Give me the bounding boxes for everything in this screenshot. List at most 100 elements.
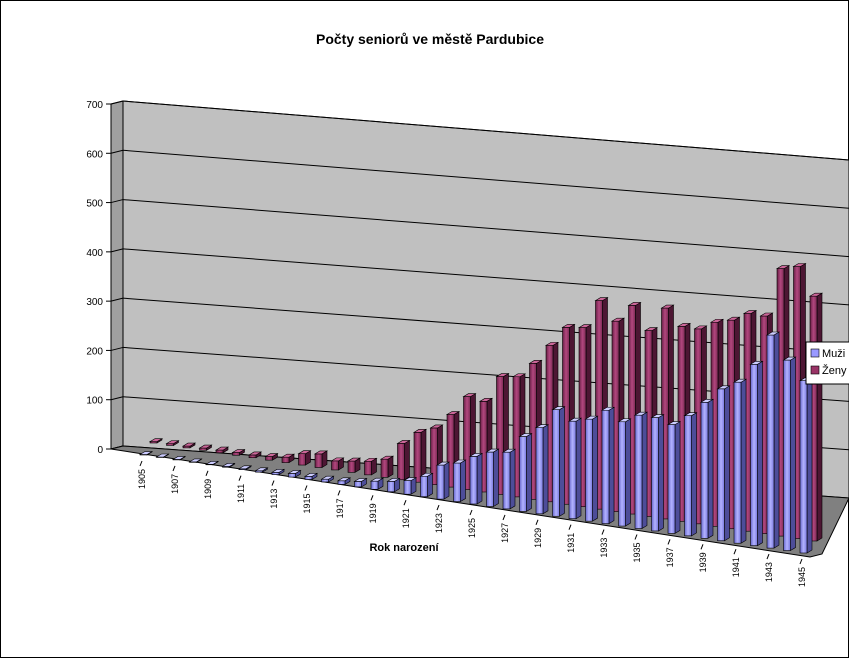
bar-zeny-1920-top: [396, 440, 411, 444]
bar-zeny-1933-top: [610, 317, 626, 322]
bar-muzi-1934-top: [617, 418, 632, 423]
bar-muzi-1933-side: [608, 406, 615, 525]
bar-muzi-1923-top: [435, 461, 451, 466]
bar-muzi-1942-side: [757, 360, 763, 547]
bar-zeny-1920-front: [397, 443, 405, 481]
x-tick-label: 1931: [566, 533, 576, 553]
bar-zeny-1912-top: [264, 453, 279, 457]
bar-muzi-1918-top: [353, 478, 368, 482]
bar-muzi-1912: [254, 467, 269, 473]
bar-zeny-1908-front: [199, 447, 207, 451]
bar-muzi-1928-top: [518, 433, 533, 437]
bar-zeny-1914-front: [298, 453, 306, 466]
x-tick-label: 1943: [764, 562, 774, 582]
bar-muzi-1934-front: [618, 421, 626, 527]
bar-muzi-1925: [468, 452, 484, 505]
x-tick-label: 1923: [434, 513, 444, 533]
y-tick-label: 300: [86, 297, 103, 308]
bar-muzi-1914-top: [287, 470, 302, 474]
bar-zeny-1911-top: [247, 451, 263, 456]
bar-muzi-1915-front: [304, 476, 313, 480]
x-tick-label: 1937: [665, 547, 675, 567]
bar-muzi-1926-front: [486, 451, 494, 507]
bar-muzi-1935-side: [641, 411, 648, 530]
bar-muzi-1942: [749, 360, 764, 547]
bar-muzi-1939-front: [700, 401, 709, 539]
bar-muzi-1917-front: [337, 480, 346, 485]
bar-zeny-1909-top: [214, 446, 230, 451]
bar-muzi-1913: [270, 468, 286, 476]
bar-muzi-1938-top: [683, 412, 698, 416]
side-gridline: [110, 199, 124, 204]
bar-zeny-1932-top: [594, 297, 609, 301]
x-tick-label: 1929: [533, 528, 543, 548]
bar-zeny-1918-front: [364, 460, 372, 476]
bar-zeny-1921-top: [412, 429, 428, 433]
bar-muzi-1940: [716, 385, 731, 542]
bar-zeny-1913-top: [280, 453, 296, 458]
bar-zeny-1908-top: [198, 444, 213, 449]
bar-muzi-1944-side: [790, 356, 796, 552]
y-axis: 0 100 200 300 400 500 600 700: [86, 100, 111, 456]
side-gridline: [110, 297, 124, 302]
bar-muzi-1923-front: [436, 464, 445, 500]
bar-zeny-1919-front: [380, 458, 389, 478]
bar-zeny-1914: [297, 450, 312, 466]
bar-muzi-1929-front: [535, 427, 544, 515]
bar-zeny-1910: [231, 448, 246, 456]
x-tick-label: 1907: [170, 474, 180, 494]
bar-muzi-1916: [320, 475, 335, 483]
x-tick-label: 1913: [269, 489, 279, 509]
x-tick-mark: [337, 490, 341, 496]
y-tick-label: 100: [86, 396, 103, 407]
x-tick-label: 1925: [467, 518, 477, 538]
bar-zeny-1905-top: [148, 438, 164, 442]
bar-muzi-1926: [485, 448, 500, 507]
bar-zeny-1917: [346, 457, 362, 473]
bar-muzi-1928: [518, 433, 533, 512]
bar-muzi-1913-top: [270, 469, 286, 473]
bar-muzi-1919-front: [370, 480, 379, 490]
bar-zeny-1919: [379, 455, 395, 478]
bar-muzi-1918: [353, 477, 368, 488]
bar-muzi-1931-front: [568, 420, 577, 520]
bar-muzi-1930-front: [552, 409, 560, 517]
bar-muzi-1941-top: [732, 378, 748, 383]
bar-muzi-1911: [237, 465, 253, 471]
bar-muzi-1914-front: [288, 473, 296, 478]
bar-zeny-1921-front: [413, 432, 422, 483]
bar-zeny-1940-top: [726, 316, 741, 321]
bar-muzi-1927: [501, 448, 517, 510]
bar-muzi-1915-top: [303, 473, 319, 477]
bar-muzi-1942-front: [750, 363, 758, 546]
bar-muzi-1942-top: [749, 360, 764, 365]
gridline: [122, 149, 849, 209]
bar-muzi-1936-side: [658, 414, 664, 532]
bar-muzi-1930-side: [559, 406, 565, 517]
bar-muzi-1940-top: [716, 385, 731, 390]
x-tick-mark: [238, 475, 242, 481]
bar-muzi-1938-front: [684, 415, 692, 537]
x-tick-mark: [172, 465, 176, 472]
bar-muzi-1941-side: [740, 378, 747, 544]
bar-muzi-1935-top: [633, 411, 649, 416]
bar-muzi-1922-top: [419, 472, 434, 477]
y-tick-label: 400: [86, 248, 103, 259]
bar-muzi-1920-top: [386, 478, 401, 482]
bar-muzi-1907: [171, 455, 187, 461]
bar-muzi-1919-top: [369, 477, 385, 482]
bar-muzi-1937-side: [674, 421, 681, 534]
bar-zeny-1931-top: [577, 324, 593, 328]
x-tick-mark: [700, 544, 704, 550]
bar-muzi-1924-front: [453, 462, 461, 502]
bar-muzi-1937-top: [666, 421, 682, 425]
bar-muzi-1909-top: [204, 461, 220, 465]
bar-muzi-1940-front: [717, 388, 725, 542]
bar-muzi-1935: [633, 411, 649, 530]
bar-muzi-1925-top: [468, 453, 484, 457]
bar-muzi-1944: [782, 356, 797, 552]
bar-zeny-1930-top: [561, 324, 576, 328]
bar-muzi-1921: [402, 477, 418, 495]
x-tick-label: 1939: [698, 552, 708, 572]
x-tick-mark: [304, 485, 308, 491]
